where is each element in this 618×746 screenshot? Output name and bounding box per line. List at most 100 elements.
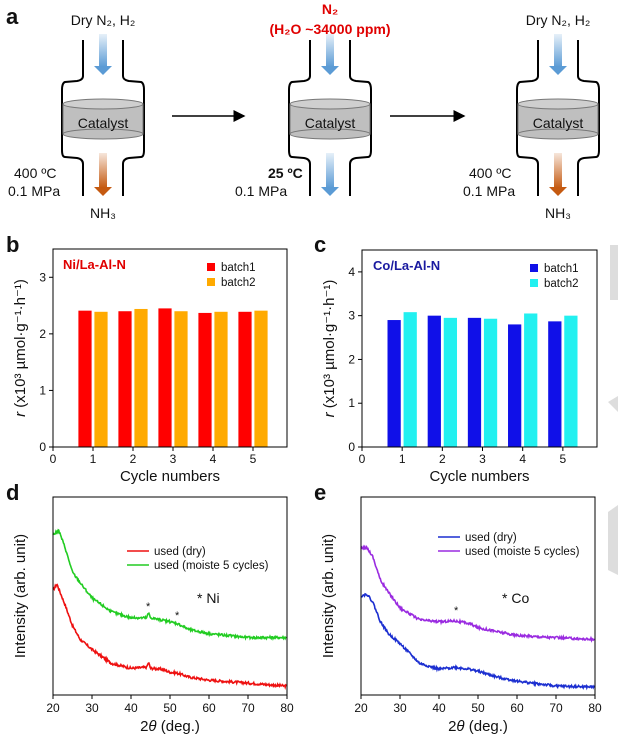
x-tick-label: 4 [519, 452, 526, 466]
legend-label: used (dry) [154, 546, 206, 558]
catalyst-label: Catalyst [533, 115, 584, 131]
y-axis-label-var: r [321, 411, 338, 417]
reactor-1: Catalyst Dry N₂, H₂ 400 ºC NH₃ 0.1 MPa [8, 12, 145, 221]
bar-batch1-cycle-3 [158, 308, 172, 447]
bar-batch2-cycle-5 [564, 315, 578, 447]
bar-batch2-cycle-4 [214, 311, 228, 447]
y-tick-label: 1 [348, 396, 355, 410]
bar-batch2-cycle-2 [443, 317, 458, 447]
x-tick-label: 1 [399, 452, 406, 466]
panel-label-d: d [6, 480, 19, 505]
bar-batch1-cycle-1 [78, 310, 92, 447]
x-tick-label: 50 [471, 701, 485, 715]
y-tick-label: 3 [348, 309, 355, 323]
arrow-head [549, 187, 567, 196]
reactor-wall-right [122, 40, 145, 196]
bar-batch1-cycle-2 [118, 311, 132, 447]
outlet-arrow [549, 153, 567, 196]
temperature-label: 25 ºC [268, 165, 303, 181]
xrd-curve-moist [52, 528, 287, 641]
x-axis-label: 2θ (deg.) [448, 718, 508, 735]
x-tick-label: 2 [130, 452, 137, 466]
xrd-chart-d: 20 30 40 50 60 70 80 2θ (deg.) Intensity (arb. u… [12, 496, 294, 735]
x-axis-label-part: (deg.) [465, 718, 508, 735]
x-axis-label-part: 2 [448, 718, 456, 735]
x-tick-label: 40 [432, 701, 446, 715]
legend-swatch-batch1 [530, 264, 538, 272]
pressure-label: 0.1 MPa [8, 183, 60, 199]
water-content-label: (H₂O ~34000 ppm) [270, 21, 391, 37]
x-tick-label: 5 [250, 452, 257, 466]
x-axis-label-part: θ [148, 718, 156, 735]
bar-batch1-cycle-5 [238, 311, 252, 447]
y-axis-label: Intensity (arb. unit) [12, 534, 29, 658]
arrow-shaft [326, 34, 334, 67]
y-tick-label: 1 [39, 383, 46, 397]
bar-batch2-cycle-2 [134, 308, 148, 447]
bar-chart-b: 0 1 2 3 4 5 0 1 2 3 Cycle numbers r (x10³ µmol·g⁻¹·… [12, 248, 288, 485]
outlet-arrow [94, 153, 112, 196]
y-tick-label: 3 [39, 270, 46, 284]
panel-label-a: a [6, 4, 19, 29]
legend-label: used (dry) [465, 532, 517, 544]
legend-swatch-batch1 [207, 263, 215, 271]
catalyst-bottom [62, 128, 144, 140]
y-tick-label: 2 [39, 327, 46, 341]
y-axis-label: Intensity (arb. unit) [320, 534, 337, 658]
arrow-shaft [99, 153, 107, 188]
x-axis-label-part: 2 [140, 718, 148, 735]
arrow-shaft [326, 153, 334, 188]
x-tick-label: 4 [210, 452, 217, 466]
y-axis-label-unit: (x10³ µmol·g⁻¹·h⁻¹) [321, 280, 338, 413]
inlet-arrow [94, 34, 112, 75]
outlet-arrow [321, 153, 339, 196]
y-tick-label: 4 [348, 265, 355, 279]
legend-label-batch1: batch1 [221, 262, 256, 274]
catalyst-bottom [289, 128, 371, 140]
reactor-wall-left [288, 40, 311, 196]
legend-label: used (moiste 5 cycles) [465, 546, 580, 558]
x-tick-label: 60 [510, 701, 524, 715]
xrd-chart-e: 20 30 40 50 60 70 80 2θ (deg.) Intensity (arb. u… [320, 496, 602, 735]
x-tick-label: 0 [50, 452, 57, 466]
peak-annotation: * Co [502, 590, 529, 606]
y-tick-label: 2 [348, 352, 355, 366]
peak-annotation: * [146, 601, 151, 613]
legend-swatch-batch2 [207, 278, 215, 286]
pressure-label: 0.1 MPa [235, 183, 287, 199]
y-axis-label-unit: (x10³ µmol·g⁻¹·h⁻¹) [12, 279, 29, 412]
temperature-label: 400 ºC [469, 165, 511, 181]
bar-chart-c: 0 1 2 3 4 5 0 1 2 3 4 Cycle numbers r (x10³ µmol·g⁻¹… [321, 249, 598, 485]
x-axis-label: Cycle numbers [429, 468, 529, 485]
reactor-3: Catalyst Dry N₂, H₂ 400 ºC NH₃ 0.1 MPa [463, 12, 600, 221]
plot-frame [360, 496, 596, 696]
x-tick-label: 3 [170, 452, 177, 466]
reactor-wall-right [577, 40, 600, 196]
x-tick-label: 30 [85, 701, 99, 715]
legend-label-batch1: batch1 [544, 263, 579, 275]
overlay-shape [610, 245, 618, 300]
bar-batch2-cycle-4 [524, 313, 538, 447]
inlet-gas-label: Dry N₂, H₂ [526, 12, 591, 28]
arrow-head [94, 66, 112, 75]
bar-batch1-cycle-2 [427, 315, 441, 447]
chart-title: Ni/La-Al-N [63, 257, 126, 272]
x-tick-label: 60 [202, 701, 216, 715]
bar-batch2-cycle-1 [94, 311, 108, 447]
catalyst-top [289, 98, 371, 110]
x-tick-label: 20 [46, 701, 60, 715]
xrd-curve-dry [52, 583, 287, 690]
bar-batch2-cycle-1 [403, 312, 417, 447]
x-axis-label-part: θ [456, 718, 464, 735]
reactor-2: Catalyst N₂ (H₂O ~34000 ppm) 25 ºC 0.1 MPa [235, 1, 390, 199]
plot-frame [52, 496, 288, 696]
catalyst-top [517, 98, 599, 110]
inlet-arrow [549, 34, 567, 75]
reactor-wall-left [61, 40, 84, 196]
reactor-wall-right [349, 40, 372, 196]
x-tick-label: 1 [90, 452, 97, 466]
catalyst-top [62, 98, 144, 110]
plot-frame [361, 249, 598, 448]
legend-swatch-batch2 [530, 279, 538, 287]
